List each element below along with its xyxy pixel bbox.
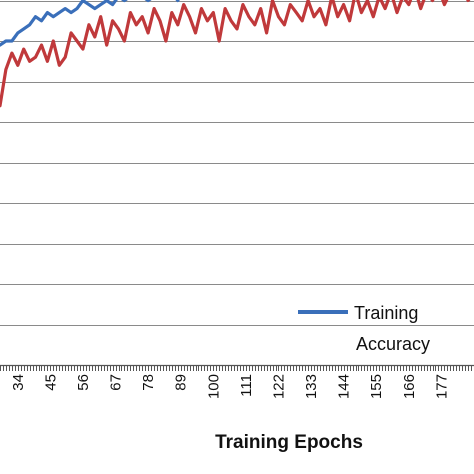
x-axis-title: Training Epochs: [215, 432, 363, 453]
axes: [0, 364, 474, 371]
x-tick-label: 111: [238, 374, 255, 397]
x-tick-label: 45: [42, 374, 59, 391]
x-tick-label: 122: [270, 374, 287, 399]
x-tick-label: 166: [401, 374, 418, 399]
gridlines: [0, 1, 474, 326]
x-tick-label: 67: [108, 374, 125, 391]
x-tick-label: 133: [303, 374, 320, 399]
x-tick-label: 100: [205, 374, 222, 399]
series-line-validation-accuracy: [0, 0, 471, 108]
legend-label-line2: Accuracy: [356, 334, 430, 354]
x-tick-label: 56: [75, 374, 92, 391]
x-tick-label: 89: [173, 374, 190, 391]
x-tick-label: 155: [368, 374, 385, 399]
series-lines: [0, 0, 471, 108]
legend-label-line1: Training: [354, 303, 418, 323]
x-tick-labels: 34 45 56 67 78 89 100 111 122 133 144 155 166 177: [10, 374, 451, 399]
x-tick-label: 144: [336, 374, 353, 399]
x-tick-label: 177: [433, 374, 450, 399]
x-tick-label: 34: [10, 374, 27, 391]
x-tick-label: 78: [140, 374, 157, 391]
legend: Training Accuracy: [298, 303, 430, 354]
series-line-training-accuracy: [0, 0, 180, 47]
